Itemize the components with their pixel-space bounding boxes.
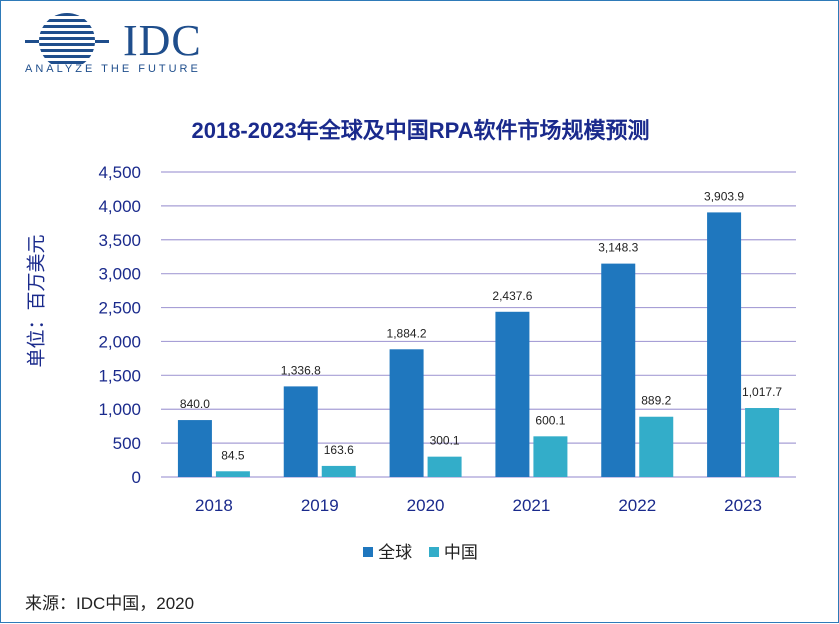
y-tick-label: 1,500 [98, 366, 141, 385]
y-tick-label: 1,000 [98, 400, 141, 419]
legend-swatch-china [428, 547, 439, 557]
x-tick-label: 2023 [724, 496, 762, 515]
legend-swatch-global [363, 547, 374, 557]
data-label-global: 1,884.2 [387, 326, 427, 340]
bar-global [707, 212, 742, 477]
x-tick-label: 2022 [618, 496, 656, 515]
data-label-china: 163.6 [324, 443, 354, 457]
legend-item-global: 全球 [363, 538, 412, 563]
x-tick-label: 2021 [513, 496, 551, 515]
data-label-china: 1,017.7 [742, 385, 782, 399]
legend-item-china: 中国 [428, 538, 478, 563]
bar-china [745, 408, 780, 477]
data-label-global: 840.0 [180, 397, 210, 411]
chart-title: 2018-2023年全球及中国RPA软件市场规模预测 [191, 118, 650, 143]
legend-label-china: 中国 [443, 543, 478, 562]
data-label-global: 2,437.6 [492, 289, 532, 303]
x-tick-label: 2019 [301, 496, 339, 515]
data-label-china: 300.1 [430, 434, 460, 448]
y-tick-label: 4,500 [98, 163, 141, 182]
source-note: 来源：IDC中国，2020 [25, 594, 195, 613]
data-label-china: 84.5 [221, 448, 245, 462]
logo-tagline: ANALYZE THE FUTURE [25, 63, 201, 75]
x-tick-label: 2020 [407, 496, 445, 515]
y-tick-label: 3,000 [98, 265, 141, 284]
data-label-china: 889.2 [641, 394, 671, 408]
bar-global [389, 349, 424, 477]
bar-global [495, 311, 530, 477]
idc-logo: IDC [23, 11, 223, 77]
bar-global [601, 263, 636, 477]
bar-china [533, 436, 568, 477]
x-tick-label: 2018 [195, 496, 233, 515]
bar-china [215, 471, 250, 477]
y-tick-label: 0 [132, 468, 141, 487]
bar-china [321, 465, 356, 477]
legend-label-global: 全球 [378, 543, 413, 562]
data-label-global: 3,903.9 [704, 189, 744, 203]
y-tick-label: 4,000 [98, 197, 141, 216]
idc-globe-icon [25, 13, 109, 64]
bar-china [639, 416, 674, 477]
data-label-global: 1,336.8 [281, 363, 321, 377]
data-label-china: 600.1 [535, 413, 565, 427]
y-tick-label: 2,000 [98, 332, 141, 351]
y-tick-label: 3,500 [98, 231, 141, 250]
logo-brand: IDC [123, 16, 202, 65]
data-label-global: 3,148.3 [598, 241, 638, 255]
bar-global [283, 386, 318, 477]
legend: 全球 中国 [1, 538, 839, 563]
bar-china [427, 456, 462, 477]
y-tick-label: 500 [113, 434, 141, 453]
y-tick-label: 2,500 [98, 299, 141, 318]
bar-global [177, 420, 212, 477]
